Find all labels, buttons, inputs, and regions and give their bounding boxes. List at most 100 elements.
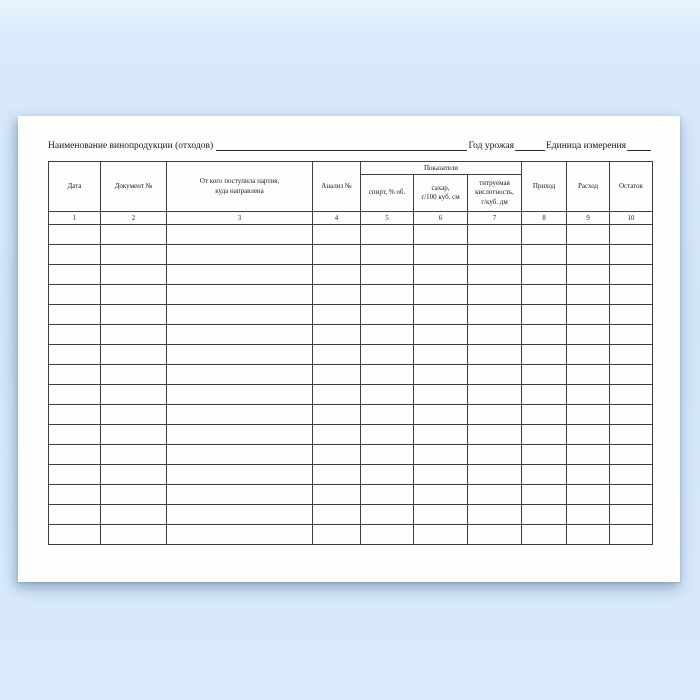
empty-cell xyxy=(609,244,654,265)
empty-cell xyxy=(312,244,361,265)
col-number: 1 xyxy=(48,211,101,225)
empty-cell xyxy=(166,524,313,545)
empty-cell xyxy=(166,344,313,365)
empty-cell xyxy=(413,444,468,465)
empty-cell xyxy=(166,284,313,305)
empty-cell xyxy=(521,324,568,345)
col-number: 7 xyxy=(466,211,523,225)
form-title-label: Наименование винопродукции (отходов) xyxy=(48,141,214,151)
empty-cell xyxy=(566,304,611,325)
unit-of-measure-blank-line xyxy=(627,140,651,151)
empty-cell xyxy=(48,504,101,525)
empty-cell xyxy=(48,424,101,445)
empty-cell xyxy=(566,504,611,525)
col-number: 3 xyxy=(166,211,313,225)
empty-cell xyxy=(312,364,361,385)
empty-cell xyxy=(48,324,101,345)
empty-cell xyxy=(166,444,313,465)
col-header-expense: Расход xyxy=(566,161,611,212)
table-row xyxy=(48,304,654,325)
empty-cell xyxy=(521,464,568,485)
empty-cell xyxy=(312,344,361,365)
empty-cell xyxy=(48,524,101,545)
harvest-year-label: Год урожая xyxy=(468,141,514,151)
empty-cell xyxy=(360,384,414,405)
empty-cell xyxy=(48,404,101,425)
empty-cell xyxy=(312,444,361,465)
register-table: Дата Документ № От кого поступила партия… xyxy=(48,161,654,545)
column-number-row: 1 2 3 4 5 6 7 8 9 10 xyxy=(48,211,654,225)
empty-cell xyxy=(48,384,101,405)
empty-cell xyxy=(566,264,611,285)
empty-cell xyxy=(521,244,568,265)
empty-cell xyxy=(566,404,611,425)
empty-cell xyxy=(413,384,468,405)
empty-cell xyxy=(466,384,523,405)
empty-cell xyxy=(609,364,654,385)
empty-cell xyxy=(312,404,361,425)
empty-cell xyxy=(466,484,523,505)
empty-cell xyxy=(312,304,361,325)
empty-cell xyxy=(360,244,414,265)
form-title-line: Наименование винопродукции (отходов) Год… xyxy=(48,138,651,152)
empty-cell xyxy=(360,424,414,445)
empty-cell xyxy=(100,404,167,425)
empty-cell xyxy=(521,504,568,525)
unit-of-measure-label: Единица измерения xyxy=(546,141,626,151)
empty-cell xyxy=(466,244,523,265)
col-group-indicators: Показатели xyxy=(359,161,523,175)
empty-cell xyxy=(521,304,568,325)
empty-cell xyxy=(360,224,414,245)
empty-cell xyxy=(100,504,167,525)
col-header-alcohol: спирт, % об. xyxy=(360,174,414,212)
table-row xyxy=(48,504,654,525)
empty-cell xyxy=(566,384,611,405)
empty-cell xyxy=(413,324,468,345)
empty-cell xyxy=(48,444,101,465)
empty-cell xyxy=(312,484,361,505)
empty-cell xyxy=(48,284,101,305)
empty-cell xyxy=(312,224,361,245)
empty-cell xyxy=(521,484,568,505)
table-row xyxy=(48,244,654,265)
empty-cell xyxy=(609,504,654,525)
empty-cell xyxy=(166,324,313,345)
empty-cell xyxy=(100,464,167,485)
empty-cell xyxy=(360,304,414,325)
col-number: 6 xyxy=(413,211,468,225)
product-name-blank-line xyxy=(216,140,468,151)
empty-cell xyxy=(413,344,468,365)
table-row xyxy=(48,384,654,405)
empty-cell xyxy=(166,224,313,245)
empty-cell xyxy=(360,444,414,465)
empty-cell xyxy=(521,404,568,425)
table-row xyxy=(48,324,654,345)
empty-cell xyxy=(466,264,523,285)
empty-cell xyxy=(360,344,414,365)
empty-cell xyxy=(466,464,523,485)
empty-cell xyxy=(413,264,468,285)
empty-cell xyxy=(566,524,611,545)
empty-cell xyxy=(466,404,523,425)
harvest-year-blank-line xyxy=(515,140,545,151)
empty-cell xyxy=(566,324,611,345)
col-header-acidity: титруемая кислотность, г/куб. дм xyxy=(466,174,523,212)
empty-cell xyxy=(312,504,361,525)
empty-cell xyxy=(466,504,523,525)
empty-cell xyxy=(166,264,313,285)
table-row xyxy=(48,364,654,385)
empty-cell xyxy=(609,384,654,405)
empty-cell xyxy=(48,244,101,265)
empty-cell xyxy=(360,484,414,505)
table-row xyxy=(48,424,654,445)
empty-cell xyxy=(609,264,654,285)
empty-cell xyxy=(166,384,313,405)
empty-cell xyxy=(48,464,101,485)
empty-cell xyxy=(521,224,568,245)
empty-cell xyxy=(609,424,654,445)
empty-cell xyxy=(609,224,654,245)
empty-cell xyxy=(609,344,654,365)
empty-cell xyxy=(166,464,313,485)
empty-cell xyxy=(521,384,568,405)
